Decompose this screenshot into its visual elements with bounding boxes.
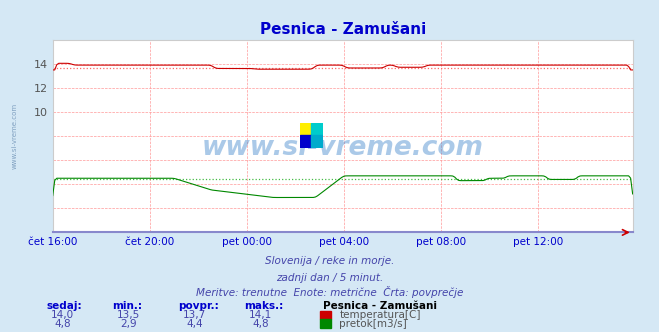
Bar: [300, 135, 312, 148]
Bar: [320, 319, 331, 328]
Bar: [320, 311, 331, 319]
Text: zadnji dan / 5 minut.: zadnji dan / 5 minut.: [276, 273, 383, 283]
Text: min.:: min.:: [112, 301, 142, 311]
Bar: [312, 135, 323, 148]
Text: 4,8: 4,8: [252, 319, 269, 329]
Text: maks.:: maks.:: [244, 301, 283, 311]
Text: 4,4: 4,4: [186, 319, 203, 329]
Text: 13,5: 13,5: [117, 310, 140, 320]
Text: temperatura[C]: temperatura[C]: [339, 310, 421, 320]
Text: 14,1: 14,1: [248, 310, 272, 320]
Text: povpr.:: povpr.:: [178, 301, 219, 311]
Text: 2,9: 2,9: [120, 319, 137, 329]
Title: Pesnica - Zamušani: Pesnica - Zamušani: [260, 22, 426, 37]
Text: Pesnica - Zamušani: Pesnica - Zamušani: [323, 301, 437, 311]
Text: Meritve: trenutne  Enote: metrične  Črta: povprečje: Meritve: trenutne Enote: metrične Črta: …: [196, 286, 463, 298]
Text: www.si-vreme.com: www.si-vreme.com: [202, 135, 484, 161]
Text: Slovenija / reke in morje.: Slovenija / reke in morje.: [265, 256, 394, 266]
Bar: [300, 123, 312, 135]
Text: sedaj:: sedaj:: [46, 301, 82, 311]
Bar: [312, 123, 323, 135]
Text: 14,0: 14,0: [51, 310, 74, 320]
Text: 13,7: 13,7: [183, 310, 206, 320]
Text: 4,8: 4,8: [54, 319, 71, 329]
Text: www.si-vreme.com: www.si-vreme.com: [12, 103, 18, 169]
Text: pretok[m3/s]: pretok[m3/s]: [339, 319, 407, 329]
